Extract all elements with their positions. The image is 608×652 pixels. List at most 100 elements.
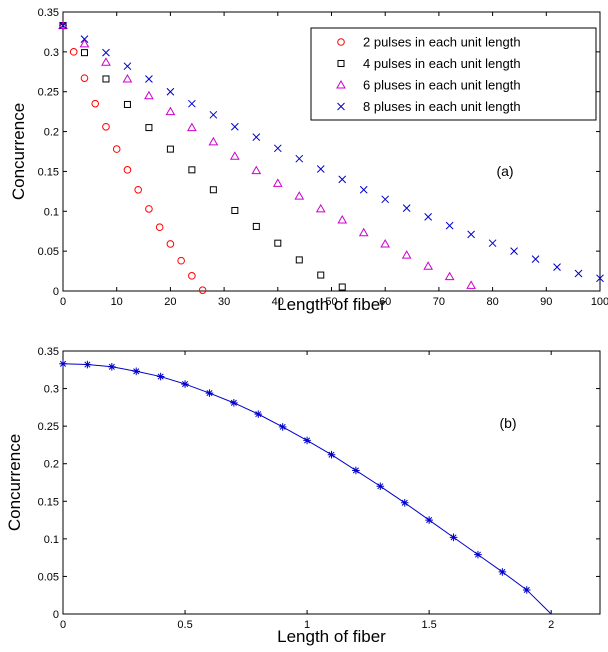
data-point [252, 133, 261, 142]
y-tick-label: 0.3 [44, 47, 59, 59]
data-point [155, 223, 164, 232]
data-point [181, 380, 189, 388]
x-tick-label: 0 [60, 296, 66, 308]
data-point [123, 62, 132, 71]
data-point [91, 99, 100, 108]
data-point [188, 272, 196, 280]
data-point [316, 165, 325, 173]
x-tick-label: 80 [486, 296, 498, 308]
legend-entry: 2 pulses in each unit length [337, 35, 521, 50]
data-point [230, 399, 238, 407]
data-point [123, 166, 132, 174]
x-tick-label: 30 [218, 296, 230, 308]
data-point [209, 110, 218, 119]
data-point [230, 122, 239, 131]
data-point [145, 205, 153, 213]
x-tick-label: 60 [379, 296, 391, 308]
series-3 [58, 20, 476, 289]
data-point [510, 247, 518, 255]
data-point [165, 106, 176, 116]
x-tick-label: 1 [304, 619, 310, 631]
data-point [553, 263, 561, 271]
data-point [144, 90, 154, 100]
data-point [209, 186, 217, 194]
data-point [166, 145, 174, 153]
legend-label: 4 pulses in each unit length [363, 56, 521, 71]
data-point [208, 136, 219, 146]
legend-marker [337, 60, 345, 67]
data-point [358, 227, 369, 237]
chart-panel-a: 0 10 20 30 40 50 60 70 80 90 100 0 0.05 0.1 0.15 0.2 0.2… [9, 7, 608, 314]
data-point [295, 256, 303, 264]
data-point [272, 178, 283, 187]
y-tick-label: 0.15 [38, 496, 59, 508]
data-point [352, 466, 360, 475]
data-point [205, 389, 214, 397]
data-point [188, 99, 196, 108]
legend-label: 6 pluses in each unit length [363, 78, 521, 93]
series-1 [59, 359, 552, 615]
y-tick-label: 0.3 [44, 384, 59, 396]
data-point [80, 74, 89, 82]
data-point [444, 271, 455, 281]
x-tick-label: 2 [548, 619, 554, 631]
data-point [315, 203, 326, 213]
data-point [132, 367, 141, 376]
data-point [401, 250, 412, 259]
data-point [252, 222, 260, 230]
data-point [474, 550, 482, 559]
series-1 [59, 21, 207, 295]
data-point [187, 122, 197, 132]
y-tick-label: 0.35 [38, 7, 59, 19]
data-point [123, 100, 131, 108]
plot-area-frame [62, 350, 601, 615]
data-point [156, 372, 165, 381]
x-tick-label: 0 [60, 619, 66, 631]
data-point [83, 360, 92, 369]
data-point [59, 21, 67, 30]
data-point [177, 256, 185, 265]
data-point [108, 362, 116, 371]
series-4 [59, 21, 604, 283]
x-tick-label: 90 [540, 296, 552, 308]
data-point [59, 359, 67, 368]
y-tick-label: 0.05 [38, 246, 59, 258]
y-tick-label: 0.2 [44, 127, 59, 139]
data-point [102, 48, 110, 57]
data-point [381, 195, 390, 204]
data-point [574, 269, 583, 278]
x-tick-label: 1.5 [421, 619, 436, 631]
legend-entry: 4 pulses in each unit length [337, 56, 521, 71]
legend-label: 2 pulses in each unit length [363, 35, 521, 50]
data-point [188, 166, 196, 174]
y-tick-label: 0.25 [38, 87, 59, 99]
y-tick-label: 0.25 [38, 421, 59, 433]
data-point [531, 255, 540, 263]
legend-box [310, 27, 597, 121]
y-axis-label: Concurrence [5, 434, 24, 531]
data-point [380, 238, 391, 248]
x-tick-label: 100 [591, 296, 608, 308]
legend-entry: 6 pluses in each unit length [336, 78, 521, 93]
data-point [400, 498, 409, 507]
data-point [101, 57, 111, 66]
data-point [424, 213, 433, 221]
y-tick-label: 0.1 [44, 534, 59, 546]
y-axis-label: Concurrence [9, 103, 28, 200]
data-point [145, 124, 153, 132]
x-tick-label: 50 [325, 296, 337, 308]
data-point [251, 165, 262, 175]
y-tick-label: 0.2 [44, 459, 59, 471]
legend-label: 8 pluses in each unit length [363, 99, 521, 114]
series-line [62, 363, 552, 615]
panel-annotation: (b) [499, 415, 516, 431]
data-point [102, 122, 110, 131]
data-point [229, 151, 240, 160]
panel-annotation: (a) [496, 163, 513, 179]
data-point [80, 35, 89, 43]
legend-entry: 8 pluses in each unit length [337, 99, 521, 114]
y-tick-label: 0 [53, 609, 59, 621]
data-point [273, 144, 282, 153]
data-point [294, 191, 305, 200]
